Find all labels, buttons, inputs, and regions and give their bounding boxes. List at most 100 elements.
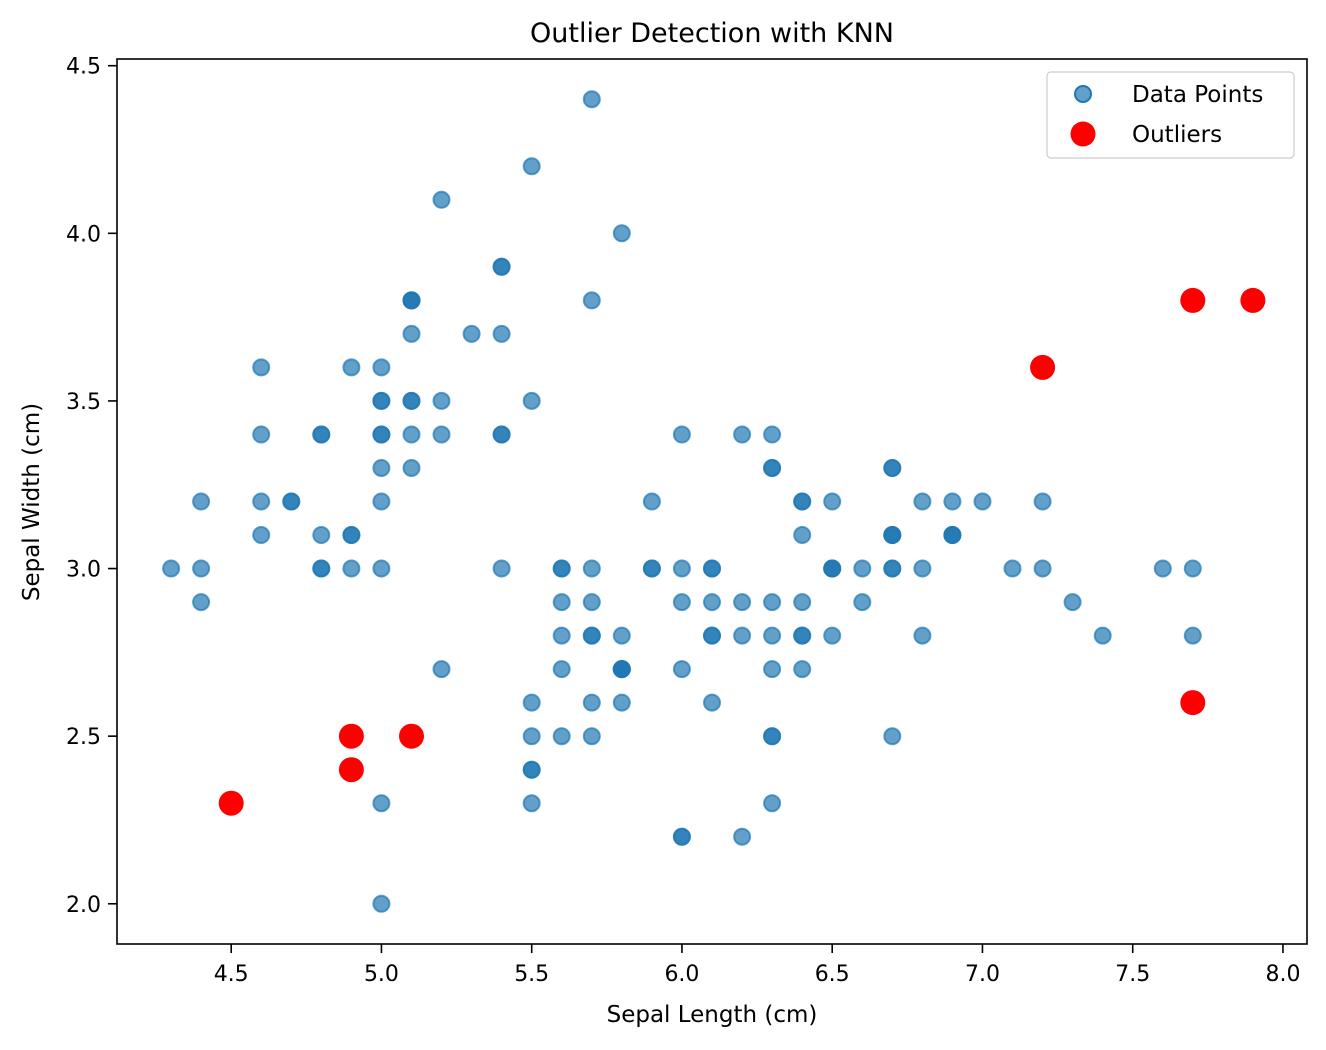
data-point xyxy=(522,760,541,779)
data-point xyxy=(1003,559,1022,578)
x-tick-label: 5.0 xyxy=(364,962,399,987)
data-point xyxy=(763,660,782,679)
data-point xyxy=(582,90,601,109)
data-point xyxy=(522,391,541,410)
data-point xyxy=(612,660,631,679)
x-axis-ticks: 4.5 5.0 5.5 6.0 6.5 7.0 7.5 8.0 xyxy=(214,944,1300,987)
data-point xyxy=(552,593,571,612)
legend-marker-outliers xyxy=(1070,121,1096,147)
data-point xyxy=(252,526,271,544)
data-point xyxy=(763,425,782,444)
data-point xyxy=(192,593,211,612)
x-tick-label: 7.5 xyxy=(1115,962,1150,987)
data-point xyxy=(913,626,932,645)
data-point xyxy=(823,559,842,578)
data-point xyxy=(672,827,691,846)
data-point xyxy=(522,727,541,746)
data-point xyxy=(342,358,361,377)
data-point xyxy=(552,727,571,746)
data-point xyxy=(372,459,391,477)
data-point xyxy=(793,660,812,679)
data-point xyxy=(973,492,992,511)
legend-label-outliers: Outliers xyxy=(1132,122,1222,148)
data-point xyxy=(793,526,812,544)
data-point xyxy=(552,660,571,679)
data-point xyxy=(582,727,601,746)
data-point xyxy=(703,559,721,578)
data-point xyxy=(492,257,511,276)
data-point xyxy=(192,559,211,578)
data-point xyxy=(522,693,541,712)
outlier-point xyxy=(218,790,244,816)
outlier-point xyxy=(399,723,424,749)
data-point xyxy=(372,559,391,578)
data-point xyxy=(793,492,812,511)
data-point xyxy=(913,559,932,578)
data-point xyxy=(372,358,391,377)
data-point xyxy=(883,526,902,544)
data-point xyxy=(612,626,631,645)
data-point xyxy=(402,391,421,410)
data-point xyxy=(372,794,391,813)
data-point xyxy=(462,324,481,343)
x-tick-label: 8.0 xyxy=(1265,962,1300,987)
data-point xyxy=(372,894,391,913)
data-point xyxy=(763,727,782,746)
points-layer xyxy=(162,90,1266,913)
data-point xyxy=(672,593,691,612)
x-tick-label: 6.5 xyxy=(815,962,850,987)
data-point xyxy=(1183,626,1202,645)
y-axis-label: Sepal Width (cm) xyxy=(19,403,45,601)
outlier-point xyxy=(338,723,364,749)
data-point xyxy=(793,593,812,612)
data-point xyxy=(582,626,601,645)
y-axis-ticks: 2.0 2.5 3.0 3.5 4.0 4.5 xyxy=(66,55,117,918)
outlier-point xyxy=(1240,287,1266,313)
data-point xyxy=(432,660,451,679)
data-point xyxy=(312,526,331,544)
y-tick-label: 4.0 xyxy=(66,222,101,247)
data-point xyxy=(733,626,752,645)
data-point xyxy=(943,526,962,544)
data-point xyxy=(432,425,451,444)
data-point xyxy=(672,425,691,444)
data-point xyxy=(853,593,872,612)
data-point xyxy=(492,425,511,444)
data-point xyxy=(642,492,661,511)
data-point xyxy=(252,492,271,511)
legend-box xyxy=(1046,71,1295,159)
data-point xyxy=(402,324,421,343)
data-point xyxy=(552,626,571,645)
data-point xyxy=(342,526,361,544)
data-point xyxy=(252,358,271,377)
data-point xyxy=(913,492,932,511)
data-point xyxy=(1033,492,1052,511)
data-point xyxy=(372,492,391,511)
data-point xyxy=(763,459,782,477)
data-point xyxy=(312,559,331,578)
x-tick-label: 4.5 xyxy=(214,962,249,987)
data-point xyxy=(282,492,301,511)
data-point xyxy=(522,794,541,813)
data-point xyxy=(432,391,451,410)
data-point xyxy=(763,593,782,612)
y-tick-label: 2.5 xyxy=(66,725,101,750)
data-point xyxy=(1153,559,1172,578)
data-point xyxy=(432,190,451,209)
outlier-point xyxy=(338,757,364,783)
data-point xyxy=(402,291,421,310)
y-tick-label: 3.5 xyxy=(66,390,101,415)
data-point xyxy=(703,693,721,712)
legend: Data Points Outliers xyxy=(1046,71,1295,159)
data-point xyxy=(612,693,631,712)
chart-title: Outlier Detection with KNN xyxy=(530,18,894,49)
data-point xyxy=(582,693,601,712)
data-point xyxy=(733,827,752,846)
data-point xyxy=(192,492,211,511)
data-point xyxy=(883,727,902,746)
data-point xyxy=(402,425,421,444)
data-point xyxy=(1183,559,1202,578)
